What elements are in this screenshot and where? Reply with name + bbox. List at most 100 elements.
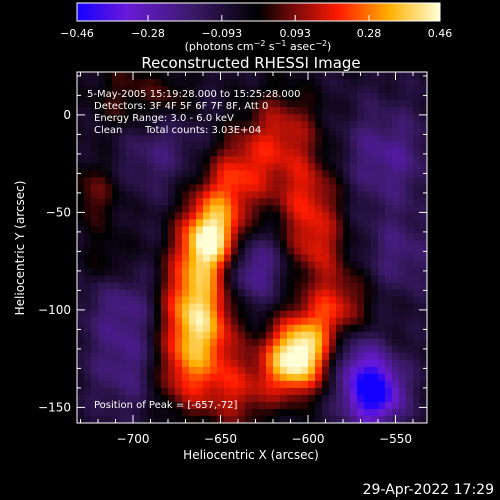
heatmap-cell xyxy=(294,156,302,164)
heatmap-cell xyxy=(231,142,239,150)
heatmap-cell xyxy=(273,268,281,276)
heatmap-cell xyxy=(315,226,323,234)
heatmap-cell xyxy=(119,198,127,206)
heatmap-cell xyxy=(140,331,148,340)
heatmap-cell xyxy=(301,401,309,410)
heatmap-cell xyxy=(301,135,309,143)
heatmap-cell xyxy=(378,324,386,333)
heatmap-cell xyxy=(147,205,155,213)
heatmap-cell xyxy=(357,387,365,396)
heatmap-cell xyxy=(210,394,218,403)
heatmap-cell xyxy=(315,212,323,220)
heatmap-cell xyxy=(266,233,274,241)
heatmap-cell xyxy=(168,93,176,101)
heatmap-cell xyxy=(84,233,92,241)
heatmap-cell xyxy=(350,135,358,143)
heatmap-cell xyxy=(105,303,113,312)
heatmap-cell xyxy=(301,107,309,115)
heatmap-cell xyxy=(140,415,148,423)
heatmap-cell xyxy=(175,338,183,347)
heatmap-cell xyxy=(140,352,148,361)
heatmap-cell xyxy=(287,261,295,269)
heatmap-cell xyxy=(308,345,316,354)
heatmap-cell xyxy=(413,163,421,171)
heatmap-cell xyxy=(147,93,155,101)
heatmap-cell xyxy=(287,170,295,178)
heatmap-cell xyxy=(210,324,218,333)
heatmap-cell xyxy=(406,184,414,192)
heatmap-cell xyxy=(245,128,253,136)
heatmap-cell xyxy=(98,401,106,410)
heatmap-cell xyxy=(364,233,372,241)
heatmap-cell xyxy=(203,373,211,382)
heatmap-cell xyxy=(91,296,99,305)
heatmap-cell xyxy=(357,289,365,298)
heatmap-cell xyxy=(420,121,427,129)
heatmap-cell xyxy=(343,100,351,108)
heatmap-cell xyxy=(119,191,127,199)
heatmap-cell xyxy=(147,240,155,248)
heatmap-cell xyxy=(91,247,99,255)
heatmap-cell xyxy=(336,247,344,255)
heatmap-cell xyxy=(182,128,190,136)
heatmap-cell xyxy=(84,373,92,382)
heatmap-cell xyxy=(98,338,106,347)
heatmap-cell xyxy=(315,373,323,382)
heatmap-cell xyxy=(175,184,183,192)
heatmap-cell xyxy=(378,163,386,171)
heatmap-cell xyxy=(336,156,344,164)
heatmap-cell xyxy=(385,366,393,375)
heatmap-cell xyxy=(182,156,190,164)
heatmap-cell xyxy=(329,205,337,213)
heatmap-cell xyxy=(273,79,281,87)
heatmap-cell xyxy=(238,296,246,305)
heatmap-cell xyxy=(154,415,162,423)
heatmap-cell xyxy=(266,254,274,262)
heatmap-cell xyxy=(336,296,344,305)
heatmap-cell xyxy=(378,114,386,122)
heatmap-cell xyxy=(413,338,421,347)
heatmap-cell xyxy=(280,191,288,199)
heatmap-cell xyxy=(77,387,85,396)
heatmap-cell xyxy=(294,331,302,340)
heatmap-cell xyxy=(273,121,281,129)
heatmap-cell xyxy=(385,198,393,206)
heatmap-cell xyxy=(203,338,211,347)
heatmap-cell xyxy=(196,184,204,192)
heatmap-cell xyxy=(91,268,99,276)
heatmap-cell xyxy=(273,317,281,326)
x-axis-label: Heliocentric X (arcsec) xyxy=(183,448,319,462)
heatmap-cell xyxy=(112,282,120,291)
heatmap-cell xyxy=(336,107,344,115)
heatmap-cell xyxy=(308,79,316,87)
heatmap-cell xyxy=(91,380,99,389)
heatmap-cell xyxy=(119,107,127,115)
heatmap-cell xyxy=(357,254,365,262)
heatmap-cell xyxy=(252,261,260,269)
heatmap-cell xyxy=(147,401,155,410)
heatmap-cell xyxy=(91,107,99,115)
heatmap-cell xyxy=(399,387,407,396)
heatmap-cell xyxy=(322,233,330,241)
heatmap-cell xyxy=(252,135,260,143)
heatmap-cell xyxy=(182,135,190,143)
heatmap-cell xyxy=(119,212,127,220)
heatmap-cell xyxy=(196,86,204,94)
heatmap-cell xyxy=(385,247,393,255)
heatmap-cell xyxy=(77,254,85,262)
heatmap-cell xyxy=(154,394,162,403)
heatmap-cell xyxy=(210,282,218,291)
heatmap-cell xyxy=(154,184,162,192)
heatmap-cell xyxy=(399,86,407,94)
heatmap-cell xyxy=(385,345,393,354)
heatmap-cell xyxy=(287,296,295,305)
heatmap-cell xyxy=(399,121,407,129)
heatmap-cell xyxy=(168,310,176,319)
heatmap-cell xyxy=(147,121,155,129)
heatmap-cell xyxy=(420,415,427,423)
heatmap-cell xyxy=(154,261,162,269)
heatmap-cell xyxy=(140,149,148,157)
heatmap-cell xyxy=(140,254,148,262)
heatmap-cell xyxy=(238,380,246,389)
heatmap-cell xyxy=(371,268,379,276)
